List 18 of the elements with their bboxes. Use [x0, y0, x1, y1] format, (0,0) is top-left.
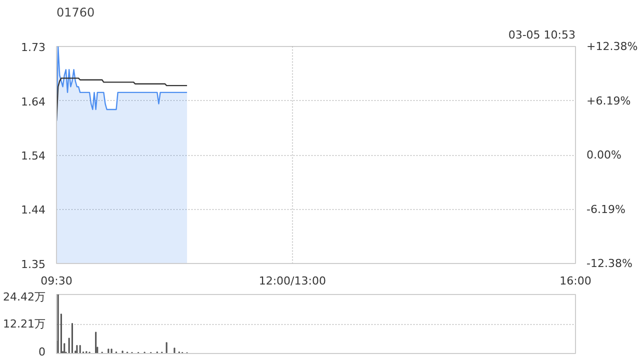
y2-tick-label: 0.00%	[586, 148, 622, 162]
y-tick-label: 1.73	[21, 41, 46, 54]
y-tick-label: 1.44	[21, 204, 46, 217]
y-tick-label: 12.21万	[3, 318, 46, 330]
y-tick-label: 0	[38, 346, 46, 358]
text: 03-05 10:53	[508, 28, 576, 42]
x-tick-label: 16:00	[560, 274, 592, 288]
chart-title: 01760	[56, 6, 95, 20]
y2-tick-label: +6.19%	[586, 94, 631, 108]
y2-tick-label: -12.38%	[586, 257, 632, 270]
y-tick-label: 1.54	[21, 150, 46, 162]
y-tick-label: 1.35	[21, 258, 46, 271]
x-tick-label: 12:00/13:00	[258, 274, 326, 288]
y2-tick-label: -6.19%	[586, 202, 626, 216]
y-tick-label: 24.42万	[3, 290, 46, 304]
y-tick-label: 1.64	[21, 95, 46, 108]
y2-tick-label: +12.38%	[586, 40, 638, 53]
x-tick-label: 09:30	[40, 274, 72, 288]
